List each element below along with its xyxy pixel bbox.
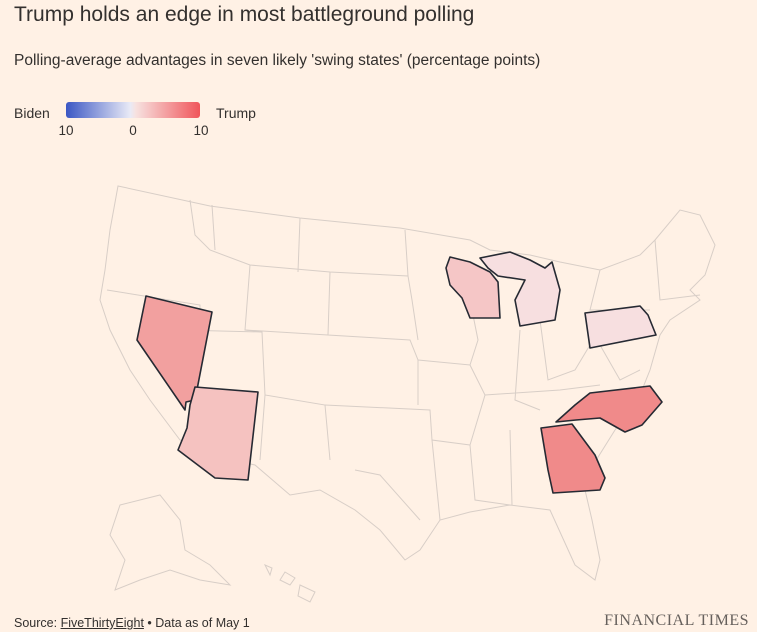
legend-tick-zero: 0 <box>129 123 137 138</box>
alaska-outline <box>109 494 232 591</box>
source-link[interactable]: FiveThirtyEight <box>60 616 144 630</box>
source-prefix: Source: <box>14 616 61 630</box>
legend-biden-label: Biden <box>14 105 50 121</box>
legend-tick-biden-10: 10 <box>58 123 74 138</box>
ft-logo: FINANCIAL TIMES <box>604 612 749 629</box>
state-arizona[interactable] <box>177 386 259 481</box>
state-borders <box>106 199 701 521</box>
hawaii-outline <box>263 564 316 603</box>
state-nevada[interactable] <box>136 295 213 411</box>
chart-title: Trump holds an edge in most battleground… <box>14 3 475 26</box>
state-north-carolina[interactable] <box>555 385 663 433</box>
state-pennsylvania[interactable] <box>584 305 657 349</box>
chart-subtitle: Polling-average advantages in seven like… <box>14 52 541 69</box>
legend-tick-trump-10: 10 <box>193 123 209 138</box>
state-wisconsin[interactable] <box>445 256 501 319</box>
state-michigan[interactable] <box>479 251 561 327</box>
legend-color-bar <box>66 102 200 118</box>
state-georgia[interactable] <box>540 423 606 494</box>
source-suffix: • Data as of May 1 <box>143 616 250 630</box>
source-note: Source: FiveThirtyEight • Data as of May… <box>14 616 250 630</box>
legend-trump-label: Trump <box>216 105 256 121</box>
